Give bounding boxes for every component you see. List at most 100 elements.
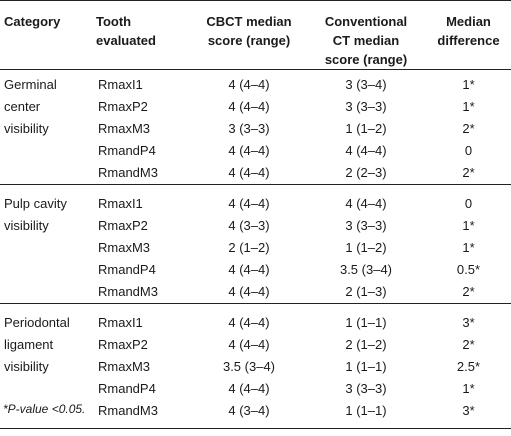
- header-tooth: Tooth evaluated: [92, 0, 192, 70]
- median-difference-cell: 2*: [462, 284, 475, 299]
- tooth-cell: RmaxM3: [98, 359, 151, 374]
- table-row: visibility RmaxM3 3 (3–3) 1 (1–2) 2*: [0, 118, 511, 140]
- category-cell: [0, 281, 92, 304]
- table-body: Germinal RmaxI1 4 (4–4) 3 (3–4) 1* center Rmax…: [0, 70, 511, 429]
- table-row: RmandP4 4 (4–4) 3 (3–3) 1*: [0, 378, 511, 400]
- cbct-score-cell: 4 (3–4): [192, 400, 306, 429]
- header-median-difference: Median difference: [426, 0, 511, 70]
- category-cell: Pulp cavity: [4, 196, 67, 211]
- cbct-score-cell: 4 (4–4): [228, 262, 270, 277]
- tooth-cell: RmandM3: [98, 284, 158, 299]
- cbct-score-cell: 3 (3–3): [228, 121, 270, 136]
- category-cell: visibility: [4, 218, 49, 233]
- table-row: RmandP4 4 (4–4) 3.5 (3–4) 0.5*: [0, 259, 511, 281]
- tooth-cell: RmaxI1: [98, 196, 143, 211]
- tooth-cell: RmaxM3: [98, 121, 151, 136]
- tooth-cell: RmaxP2: [98, 337, 148, 352]
- tooth-cell: RmandP4: [98, 262, 156, 277]
- median-difference-cell: 0: [464, 143, 473, 158]
- cbct-score-cell: 4 (3–3): [228, 218, 270, 233]
- ct-score-cell: 3 (3–3): [345, 99, 387, 114]
- tooth-cell: RmandP4: [98, 143, 156, 158]
- table-row: center RmaxP2 4 (4–4) 3 (3–3) 1*: [0, 96, 511, 118]
- ct-score-cell: 3 (3–4): [345, 77, 387, 92]
- tooth-cell: RmandP4: [98, 381, 156, 396]
- median-difference-cell: 3*: [426, 400, 511, 429]
- cbct-score-cell: 2 (1–2): [228, 240, 270, 255]
- ct-score-cell: 3 (3–3): [345, 381, 387, 396]
- cbct-score-cell: 4 (4–4): [228, 315, 270, 330]
- tooth-cell: RmandM3: [98, 165, 158, 180]
- cbct-score-cell: 4 (4–4): [228, 337, 270, 352]
- category-cell: Periodontal: [4, 315, 70, 330]
- median-difference-cell: 2*: [462, 121, 475, 136]
- category-cell: [0, 259, 92, 281]
- median-difference-cell: 1*: [462, 381, 475, 396]
- ct-score-cell: 4 (4–4): [345, 196, 387, 211]
- header-category: Category: [0, 0, 92, 70]
- table-row: Germinal RmaxI1 4 (4–4) 3 (3–4) 1*: [0, 70, 511, 97]
- group-separator: [0, 303, 511, 312]
- median-difference-cell: 1*: [462, 99, 475, 114]
- ct-score-cell: 1 (1–2): [345, 121, 387, 136]
- table-row: RmandP4 4 (4–4) 4 (4–4) 0: [0, 140, 511, 162]
- category-cell: visibility: [4, 359, 49, 374]
- median-difference-cell: 1*: [462, 218, 475, 233]
- header-cbct: CBCT median score (range): [192, 0, 306, 70]
- table-row: RmandM3 4 (3–4) 1 (1–1) 3*: [0, 400, 511, 429]
- median-difference-cell: 2*: [462, 337, 475, 352]
- tooth-cell: RmandM3: [92, 400, 192, 429]
- tooth-cell: RmaxP2: [98, 99, 148, 114]
- table-row: ligament RmaxP2 4 (4–4) 2 (1–2) 2*: [0, 334, 511, 356]
- category-cell: [0, 400, 92, 429]
- ct-score-cell: 4 (4–4): [345, 143, 387, 158]
- median-difference-cell: 0.5*: [456, 262, 481, 277]
- category-cell: Germinal: [4, 77, 57, 92]
- category-cell: visibility: [4, 121, 49, 136]
- cbct-score-cell: 4 (4–4): [228, 381, 270, 396]
- cbct-score-cell: 4 (4–4): [228, 196, 270, 211]
- table-header: Category Tooth evaluated CBCT median sco…: [0, 0, 511, 70]
- table-row: RmaxM3 2 (1–2) 1 (1–2) 1*: [0, 237, 511, 259]
- tooth-cell: RmaxI1: [98, 77, 143, 92]
- median-difference-cell: 0: [464, 196, 473, 211]
- category-cell: [0, 237, 92, 259]
- median-difference-cell: 1*: [462, 77, 475, 92]
- tooth-cell: RmaxI1: [98, 315, 143, 330]
- cbct-score-cell: 4 (4–4): [228, 99, 270, 114]
- group-separator: [0, 184, 511, 193]
- ct-score-cell: 1 (1–1): [306, 400, 426, 429]
- median-difference-cell: 1*: [462, 240, 475, 255]
- footnote: *P-value <0.05.: [3, 402, 86, 416]
- category-cell: [0, 162, 92, 185]
- category-cell: [0, 378, 92, 400]
- ct-score-cell: 2 (1–3): [345, 284, 387, 299]
- table-row: Pulp cavity RmaxI1 4 (4–4) 4 (4–4) 0: [0, 193, 511, 215]
- ct-score-cell: 3 (3–3): [345, 218, 387, 233]
- header-conventional-ct: Conventional CT median score (range): [306, 0, 426, 70]
- cbct-score-cell: 4 (4–4): [228, 284, 270, 299]
- median-difference-cell: 2.5*: [456, 359, 481, 374]
- ct-score-cell: 3.5 (3–4): [339, 262, 393, 277]
- tooth-cell: RmaxP2: [98, 218, 148, 233]
- ct-score-cell: 2 (2–3): [345, 165, 387, 180]
- median-difference-cell: 3*: [462, 315, 475, 330]
- table-row: Periodontal RmaxI1 4 (4–4) 1 (1–1) 3*: [0, 312, 511, 334]
- table-row: visibility RmaxM3 3.5 (3–4) 1 (1–1) 2.5*: [0, 356, 511, 378]
- cbct-score-cell: 3.5 (3–4): [222, 359, 276, 374]
- cbct-score-cell: 4 (4–4): [228, 165, 270, 180]
- category-cell: center: [4, 99, 41, 114]
- cbct-score-cell: 4 (4–4): [228, 143, 270, 158]
- ct-score-cell: 2 (1–2): [345, 337, 387, 352]
- table-row: RmandM3 4 (4–4) 2 (2–3) 2*: [0, 162, 511, 185]
- tooth-cell: RmaxM3: [98, 240, 151, 255]
- category-cell: ligament: [4, 337, 54, 352]
- table-row: visibility RmaxP2 4 (3–3) 3 (3–3) 1*: [0, 215, 511, 237]
- ct-score-cell: 1 (1–2): [345, 240, 387, 255]
- median-difference-cell: 2*: [462, 165, 475, 180]
- table-row: RmandM3 4 (4–4) 2 (1–3) 2*: [0, 281, 511, 304]
- ct-score-cell: 1 (1–1): [345, 359, 387, 374]
- category-cell: [0, 140, 92, 162]
